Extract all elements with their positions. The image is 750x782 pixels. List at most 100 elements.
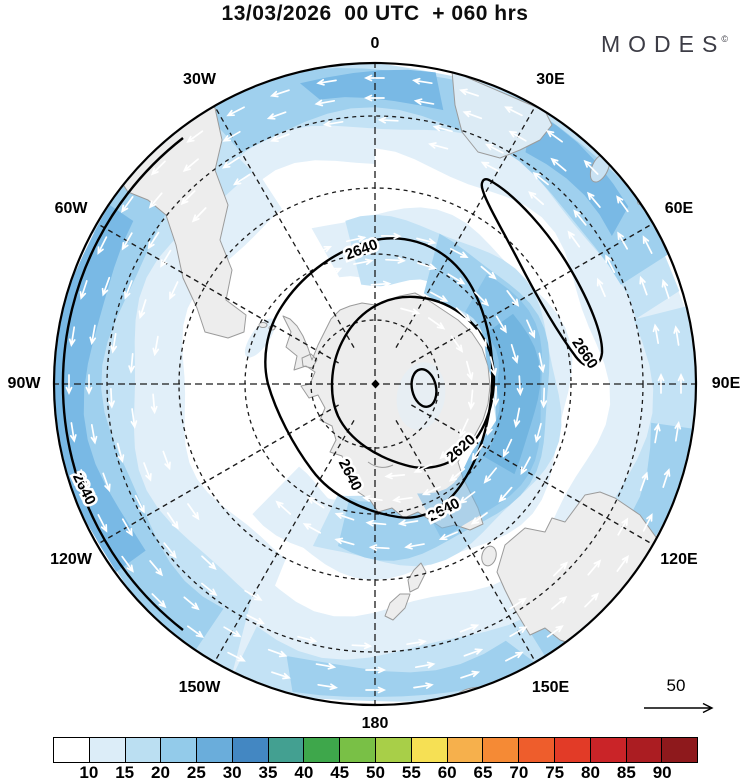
wind-arrow	[455, 307, 471, 323]
wind-arrow	[545, 130, 563, 143]
wind-arrow	[421, 486, 441, 496]
wind-arrow	[267, 648, 288, 658]
wind-arrow	[586, 191, 601, 208]
shading-band	[205, 68, 526, 153]
wind-arrow	[89, 324, 97, 346]
contour-2640-west-edge	[61, 137, 184, 631]
wind-arrow	[377, 116, 399, 124]
wind-arrow	[232, 173, 251, 186]
wind-arrow	[169, 281, 179, 301]
wind-arrow	[583, 159, 599, 175]
wind-arrow	[121, 518, 133, 537]
wind-arrow	[323, 267, 343, 278]
wind-arrow	[498, 486, 513, 503]
longitude-label-60E: 60E	[664, 199, 694, 217]
wind-arrow	[365, 666, 387, 674]
wind-arrow	[584, 592, 600, 608]
wind-arrow	[567, 230, 581, 248]
longitude-label-150W: 150W	[178, 678, 221, 696]
wind-arrow	[502, 438, 513, 458]
wind-arrow	[266, 111, 287, 120]
wind-arrow	[429, 291, 449, 302]
contour-2620	[330, 295, 496, 469]
pole-marker	[371, 379, 380, 389]
wind-arrow	[351, 642, 373, 650]
wind-arrow	[617, 231, 629, 250]
wind-arrow	[363, 74, 385, 82]
wind-arrow	[380, 232, 402, 240]
wind-arrow	[460, 670, 481, 679]
wind-arrow	[404, 542, 425, 550]
wind-arrow	[605, 254, 616, 274]
wind-arrow	[652, 323, 660, 345]
wind-arrow	[150, 393, 158, 415]
wind-arrow	[449, 248, 469, 259]
wind-arrow	[334, 486, 354, 496]
wind-arrow	[459, 418, 469, 438]
wind-arrow	[661, 278, 670, 299]
wind-arrow	[149, 560, 164, 577]
wind-arrow	[223, 626, 242, 638]
wind-arrow	[463, 648, 484, 657]
meridian-line	[411, 222, 654, 364]
colorbar-tick-label: 15	[115, 763, 135, 782]
wind-arrow	[186, 130, 204, 143]
shading-patch	[244, 318, 276, 358]
wind-arrow	[314, 99, 336, 107]
longitude-label-180: 180	[361, 715, 389, 732]
wind-arrow	[397, 519, 419, 527]
colorbar-tick-label: 30	[222, 763, 242, 782]
colorbar-cell	[304, 738, 341, 762]
colorbar-cell	[554, 738, 591, 762]
colorbar-cell	[447, 738, 484, 762]
wind-arrow	[413, 682, 434, 690]
wind-arrow	[492, 385, 500, 407]
wind-arrow	[653, 422, 661, 444]
wind-arrow	[532, 171, 549, 186]
colorbar-cell	[483, 738, 520, 762]
wind-arrow	[538, 352, 546, 374]
colorbar-cell	[626, 738, 663, 762]
wind-arrow	[413, 463, 433, 473]
wind-arrow	[476, 329, 487, 348]
wind-arrow	[90, 423, 98, 445]
wind-arrow	[227, 651, 246, 662]
longitude-label-150E: 150E	[531, 678, 570, 696]
wind-arrow	[432, 124, 453, 133]
wind-arrow	[392, 496, 413, 503]
wind-arrow	[471, 444, 484, 462]
wind-arrow	[334, 537, 355, 546]
wind-arrow	[439, 444, 455, 460]
wind-arrow	[642, 513, 653, 532]
modes-logo-text: MODES	[601, 31, 726, 57]
wind-arrow	[553, 561, 569, 577]
wind-arrow	[438, 531, 459, 541]
colorbar-cell	[411, 738, 448, 762]
graticule	[55, 64, 695, 704]
wind-arrow	[616, 554, 629, 572]
wind-arrow	[520, 456, 531, 475]
shading-band	[286, 640, 537, 697]
wind-arrow	[222, 130, 241, 142]
contour-inner-oval	[410, 368, 438, 408]
wind-arrow	[183, 596, 200, 611]
map-rim	[52, 61, 698, 707]
wind-arrow	[673, 325, 681, 346]
wind-arrow	[406, 638, 427, 646]
colorbar	[53, 737, 698, 763]
wind-arrow	[465, 360, 474, 381]
wind-arrow	[483, 467, 498, 484]
colorbar-cell	[662, 738, 698, 762]
wind-arrow	[130, 408, 138, 429]
colorbar-tick-label: 35	[258, 763, 278, 782]
wind-arrow	[400, 307, 421, 316]
colorbar-tick-label: 25	[186, 763, 206, 782]
colorbar-tick-label: 40	[294, 763, 314, 782]
wind-arrow	[384, 472, 406, 480]
wind-arrow	[546, 625, 564, 638]
wind-arrow	[504, 106, 523, 117]
colorbar-tick-label: 10	[79, 763, 99, 782]
meridian-line	[395, 105, 537, 348]
meridian-line	[213, 420, 355, 663]
wind-arrow	[639, 275, 648, 296]
